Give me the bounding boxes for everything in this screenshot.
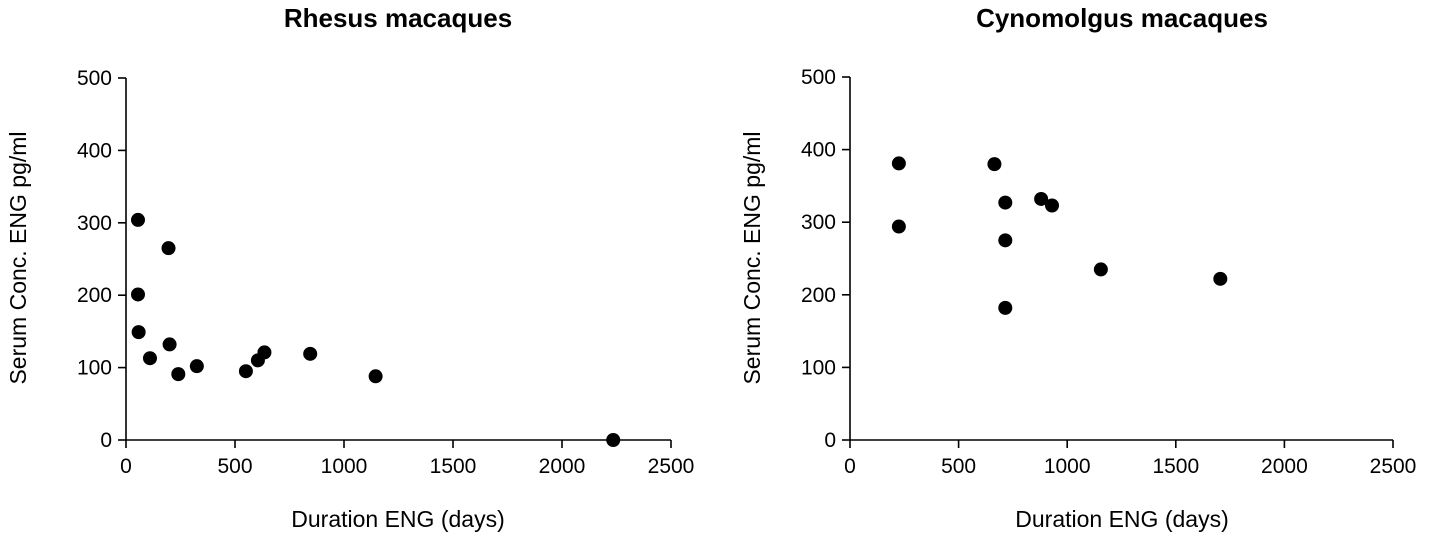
data-point [161,241,176,256]
data-point [189,359,204,374]
x-tick-label: 2500 [1370,455,1417,478]
y-tick-label: 500 [801,66,836,89]
data-point [162,337,177,352]
data-point [998,300,1013,315]
y-ticks: 0 100 200 300 400 500 [77,67,126,452]
y-tick-label: 300 [801,211,836,234]
data-point [1093,262,1108,277]
data-point [998,233,1013,248]
data-point [130,287,145,302]
data-point [998,195,1013,210]
x-ticks: 0 500 1000 1500 2000 2500 [844,440,1416,478]
data-point [257,345,272,360]
y-axis-label: Serum Conc. ENG pg/ml [5,131,31,384]
cynomolgus-chart: Cynomolgus macaques Duration ENG (days) … [739,3,1416,532]
data-point [1213,271,1228,286]
x-axis-label: Duration ENG (days) [1015,506,1228,532]
data-point [171,367,186,382]
data-point [303,346,318,361]
data-points [891,156,1228,315]
y-tick-label: 0 [100,429,112,452]
y-tick-label: 500 [77,67,112,90]
data-points [130,212,621,447]
y-tick-label: 200 [801,284,836,307]
data-point [891,219,906,234]
y-tick-label: 0 [824,429,836,452]
data-point [987,157,1002,172]
data-point [130,212,145,227]
x-ticks: 0 500 1000 1500 2000 2500 [120,440,694,478]
y-tick-label: 100 [801,356,836,379]
y-ticks: 0 100 200 300 400 500 [801,66,850,452]
x-tick-label: 0 [120,455,132,478]
data-point [368,369,383,384]
x-tick-label: 1500 [1152,455,1199,478]
x-tick-label: 1000 [321,455,368,478]
x-tick-label: 2000 [1261,455,1308,478]
data-point [891,156,906,171]
x-tick-label: 500 [941,455,976,478]
x-axis-label: Duration ENG (days) [291,506,504,532]
data-point [142,351,157,366]
x-tick-label: 1000 [1044,455,1091,478]
x-tick-label: 2000 [539,455,586,478]
x-tick-label: 0 [844,455,856,478]
data-point [238,364,253,379]
data-point [131,325,146,340]
chart-title: Rhesus macaques [284,3,512,33]
y-axis-label: Serum Conc. ENG pg/ml [739,131,765,384]
y-tick-label: 400 [77,139,112,162]
y-tick-label: 400 [801,139,836,162]
y-tick-label: 100 [77,357,112,380]
data-point [1044,198,1059,213]
x-tick-label: 500 [217,455,252,478]
y-tick-label: 200 [77,284,112,307]
x-tick-label: 1500 [430,455,477,478]
y-tick-label: 300 [77,212,112,235]
data-point [606,433,621,447]
data-point [1034,191,1049,206]
x-tick-label: 2500 [648,455,695,478]
chart-title: Cynomolgus macaques [976,3,1268,33]
rhesus-chart: Rhesus macaques Duration ENG (days) Seru… [5,3,694,532]
